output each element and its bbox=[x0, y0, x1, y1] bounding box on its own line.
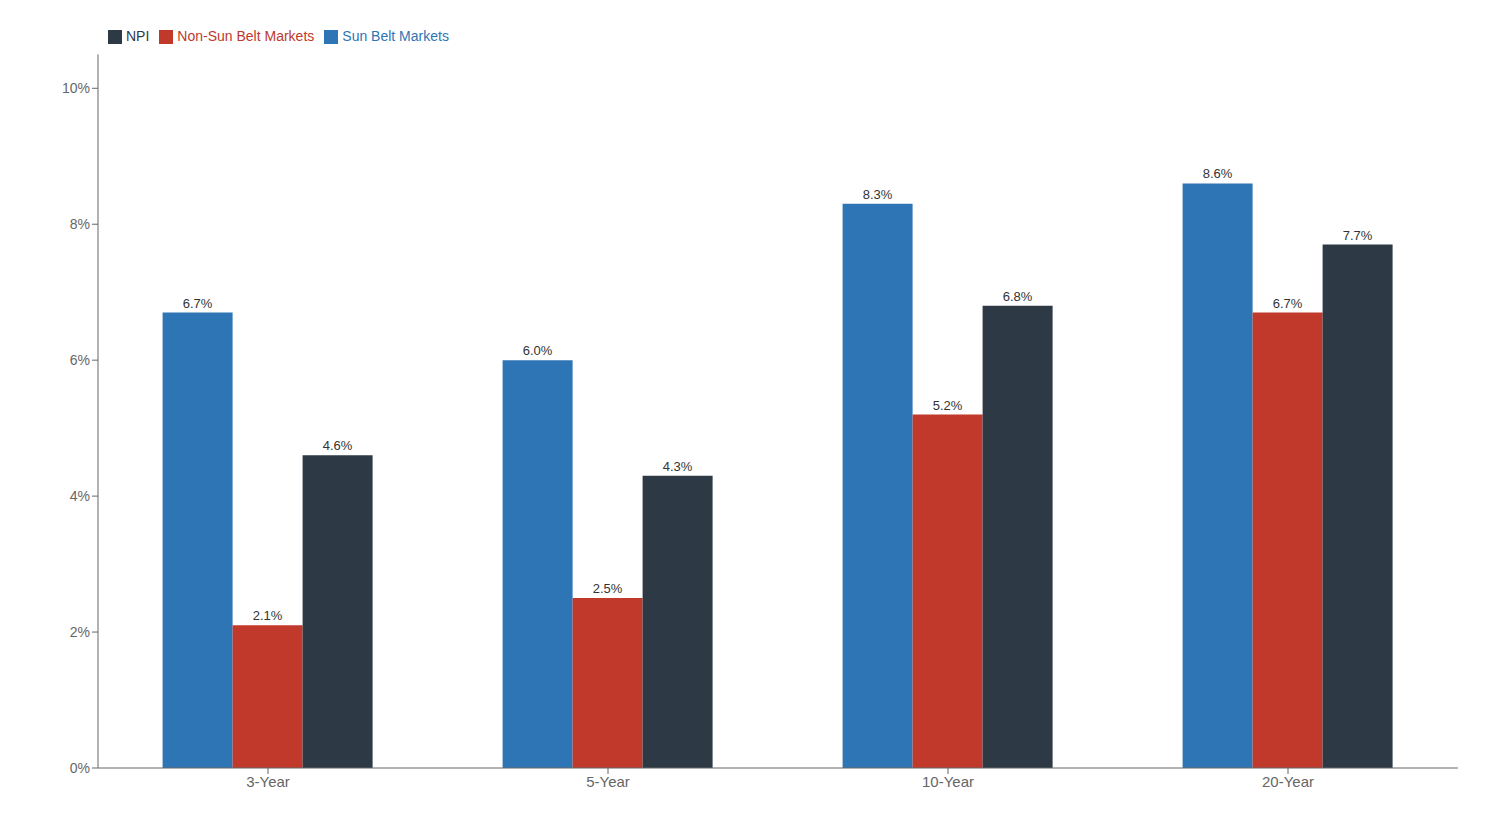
svg-text:6.0%: 6.0% bbox=[523, 343, 553, 358]
svg-text:4%: 4% bbox=[70, 488, 90, 504]
svg-text:5.2%: 5.2% bbox=[933, 398, 963, 413]
svg-text:5-Year: 5-Year bbox=[586, 773, 630, 790]
svg-text:8.6%: 8.6% bbox=[1203, 166, 1233, 181]
svg-text:10-Year: 10-Year bbox=[922, 773, 974, 790]
svg-text:2.1%: 2.1% bbox=[253, 608, 283, 623]
html-text:Sun Belt Markets: Sun Belt Markets bbox=[342, 28, 449, 44]
svg-text:6%: 6% bbox=[70, 352, 90, 368]
svg-text:20-Year: 20-Year bbox=[1262, 773, 1314, 790]
svg-text:8%: 8% bbox=[70, 216, 90, 232]
svg-text:8.3%: 8.3% bbox=[863, 187, 893, 202]
svg-text:6.7%: 6.7% bbox=[1273, 296, 1303, 311]
svg-text:3-Year: 3-Year bbox=[246, 773, 290, 790]
svg-text:6.7%: 6.7% bbox=[183, 296, 213, 311]
svg-text:0%: 0% bbox=[70, 760, 90, 776]
svg-text:4.3%: 4.3% bbox=[663, 459, 693, 474]
svg-text:4.6%: 4.6% bbox=[323, 438, 353, 453]
svg-text:6.8%: 6.8% bbox=[1003, 289, 1033, 304]
svg-text:2%: 2% bbox=[70, 624, 90, 640]
svg-text:2.5%: 2.5% bbox=[593, 581, 623, 596]
svg-text:10%: 10% bbox=[62, 80, 90, 96]
html-text:NPI: NPI bbox=[126, 28, 150, 44]
html-text:Non-Sun Belt Markets: Non-Sun Belt Markets bbox=[177, 28, 315, 44]
svg-text:7.7%: 7.7% bbox=[1343, 228, 1373, 243]
